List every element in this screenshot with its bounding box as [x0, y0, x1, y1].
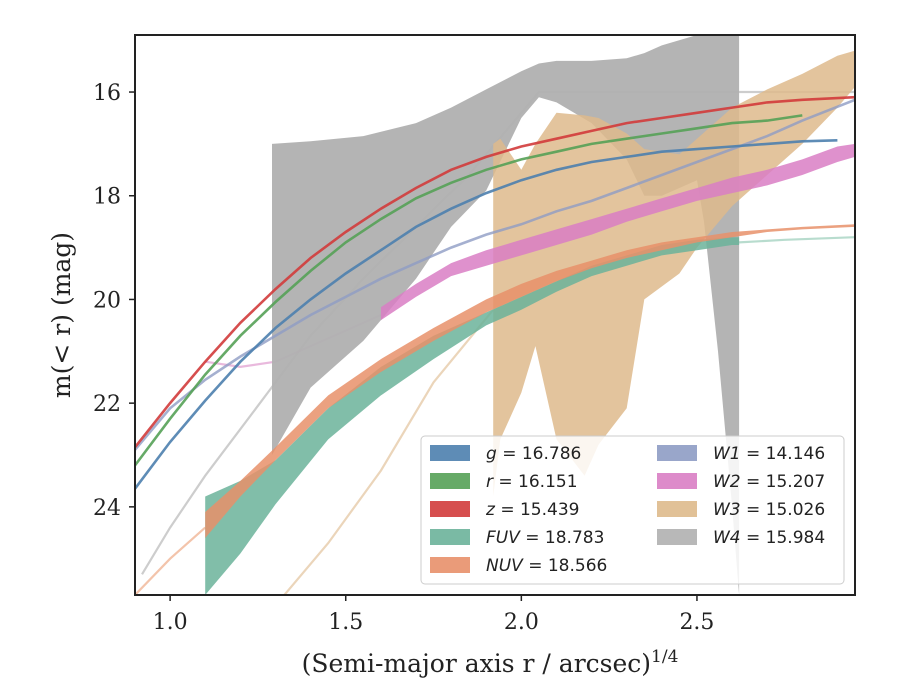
extrapolation-nuv	[135, 526, 206, 595]
legend-swatch-g	[430, 445, 470, 461]
legend-label-r: r = 16.151	[486, 472, 578, 492]
legend-swatch-z	[430, 501, 470, 517]
band-nuv	[205, 224, 855, 539]
series-layer	[135, 35, 855, 595]
y-tick-label: 18	[93, 185, 121, 210]
x-axis-title: (Semi-major axis r / arcsec)1/4	[302, 647, 679, 678]
line-z	[135, 95, 855, 449]
x-tick-label: 1.0	[153, 610, 188, 635]
legend-label-w1: W1 = 14.146	[713, 444, 825, 464]
extrapolation-w3	[282, 309, 495, 595]
y-tick-label: 16	[93, 81, 121, 106]
plot-frame	[134, 34, 856, 596]
band-w4	[272, 35, 740, 595]
legend-swatch-r	[430, 473, 470, 489]
line-g	[135, 139, 838, 490]
legend-swatch-fuv	[430, 529, 470, 545]
band-w2	[380, 143, 855, 321]
legend-swatch-w2	[657, 473, 697, 489]
legend-label-g: g = 16.786	[486, 444, 581, 464]
x-tick-label: 1.5	[328, 610, 363, 635]
legend-swatch-w4	[657, 529, 697, 545]
legend-label-w3: W3 = 15.026	[713, 500, 825, 520]
legend-label-w2: W2 = 15.207	[713, 472, 825, 492]
legend-swatch-nuv	[430, 557, 470, 573]
axes-layer: 1.0 1.5 2.0 2.5 16 18 20 22 24 (Semi-major axis r…	[47, 34, 856, 678]
y-tick-label: 24	[93, 496, 121, 521]
legend-box	[420, 435, 845, 585]
legend: g = 16.786 r = 16.151 z = 15.439 FUV = 18.7…	[420, 435, 845, 585]
line-r	[135, 114, 803, 467]
legend-label-fuv: FUV = 18.783	[486, 528, 604, 548]
legend-swatch-w1	[657, 445, 697, 461]
legend-label-nuv: NUV = 18.566	[486, 556, 607, 576]
extrapolation-fuv	[739, 236, 855, 244]
legend-label-z: z = 15.439	[485, 500, 579, 520]
y-tick-label: 22	[93, 392, 121, 417]
legend-swatch-w3	[657, 501, 697, 517]
legend-label-w4: W4 = 15.984	[713, 528, 825, 548]
band-w3	[493, 50, 855, 497]
y-tick-label: 20	[93, 288, 121, 313]
y-axis-title: m(< r) (mag)	[47, 232, 76, 398]
x-tick-label: 2.0	[504, 610, 539, 635]
x-tick-label: 2.5	[679, 610, 714, 635]
